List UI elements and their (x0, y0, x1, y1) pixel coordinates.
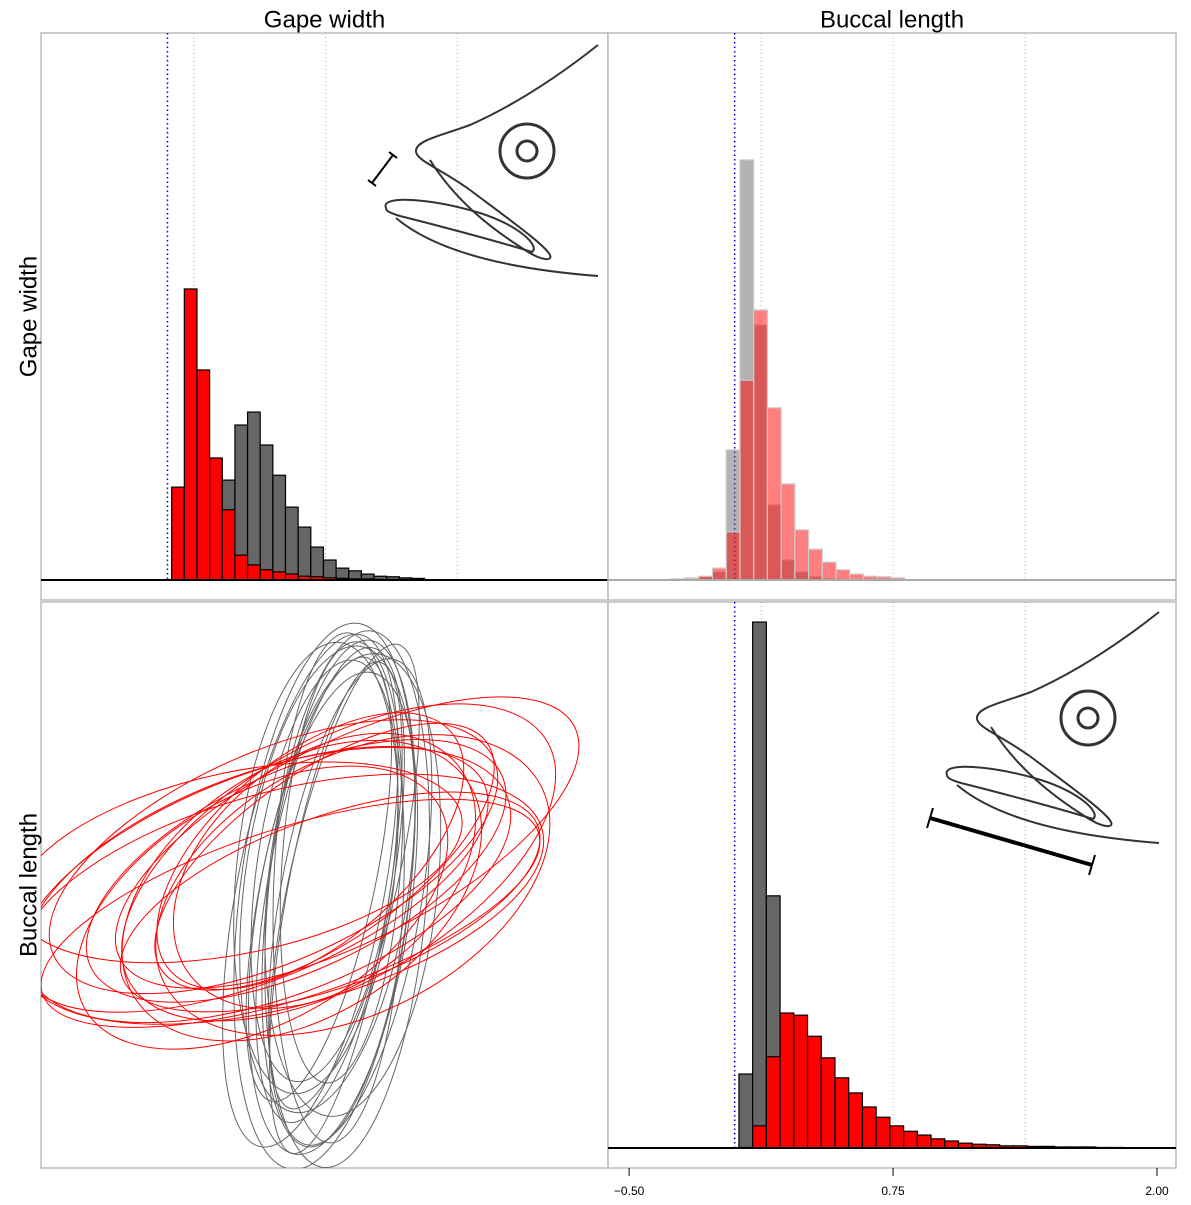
bar (780, 483, 796, 581)
bar (793, 1014, 809, 1149)
bar (916, 1134, 932, 1149)
ellipse (267, 658, 433, 1146)
ellipse (156, 712, 465, 990)
ellipse (119, 791, 541, 1013)
ellipse (233, 641, 399, 1095)
bar (246, 564, 261, 581)
bar (284, 506, 299, 581)
bar (322, 559, 337, 581)
column-title: Gape width (264, 6, 385, 33)
ellipse (247, 671, 419, 1155)
ellipse (76, 765, 449, 1050)
bar (794, 529, 810, 581)
ellipse (268, 643, 420, 1110)
bar (766, 407, 782, 581)
bar (875, 1116, 891, 1149)
bar (297, 526, 312, 581)
bar (903, 1130, 918, 1149)
ellipse (233, 622, 416, 1168)
x-tick-label: −0.50 (614, 1184, 645, 1198)
ellipse (121, 703, 557, 1022)
ellipse (48, 719, 499, 995)
bar (930, 1138, 946, 1149)
bar (234, 554, 249, 581)
bar (820, 1057, 836, 1149)
ellipse (41, 761, 463, 964)
ellipse (222, 633, 399, 1148)
bar (835, 569, 851, 581)
row-label: Buccal length (15, 813, 42, 957)
panel: Buccal length (607, 6, 1177, 601)
bar (196, 369, 211, 581)
panel: Buccal length (15, 601, 609, 1169)
x-tick-label: 0.75 (881, 1184, 905, 1198)
bar (272, 571, 287, 581)
ellipse (279, 641, 404, 1084)
panel-frame (607, 601, 1177, 1169)
ellipse (121, 739, 483, 1042)
bar (765, 1056, 781, 1149)
bar (711, 567, 727, 581)
scale-bar (926, 807, 1096, 876)
bar (848, 1092, 864, 1149)
bar (821, 561, 837, 581)
bar (807, 548, 823, 581)
ellipse (172, 732, 477, 1009)
ellipse (41, 798, 541, 1028)
fish-drawing (945, 611, 1160, 844)
scale-bar (367, 151, 398, 187)
bar (272, 474, 287, 581)
bar (259, 569, 274, 581)
bar (221, 509, 236, 581)
bar (861, 1106, 877, 1149)
ellipse (155, 734, 551, 1036)
bar (183, 288, 198, 581)
bar (246, 411, 261, 581)
bar (752, 621, 767, 1149)
panel-frame (607, 32, 1177, 601)
ellipse-layer (41, 622, 580, 1168)
bar (739, 379, 755, 581)
panel-frame (40, 32, 609, 601)
ellipse (114, 696, 580, 989)
bar (171, 486, 185, 581)
bar (779, 1012, 795, 1149)
bar (889, 1125, 905, 1149)
panel: Gape width Gape width (15, 6, 609, 601)
ellipse (41, 746, 512, 1024)
bar (310, 546, 325, 581)
ellipse (41, 745, 489, 1013)
bar (753, 309, 769, 581)
bar (806, 1035, 822, 1149)
bar (209, 457, 223, 581)
bar (834, 1077, 850, 1149)
bar (725, 531, 741, 581)
column-title: Buccal length (820, 6, 964, 33)
bar (752, 1125, 767, 1149)
bar (738, 1073, 754, 1149)
panels: Gape width Gape width Buccal length Buccal … (15, 6, 1177, 1198)
row-label: Gape width (15, 256, 42, 377)
panel: −0.50 0.75 2.00 (607, 601, 1177, 1198)
fish-drawing (384, 44, 599, 277)
bar (259, 444, 274, 581)
ellipse (239, 645, 416, 1114)
bar (944, 1140, 960, 1149)
x-tick-label: 2.00 (1145, 1184, 1169, 1198)
